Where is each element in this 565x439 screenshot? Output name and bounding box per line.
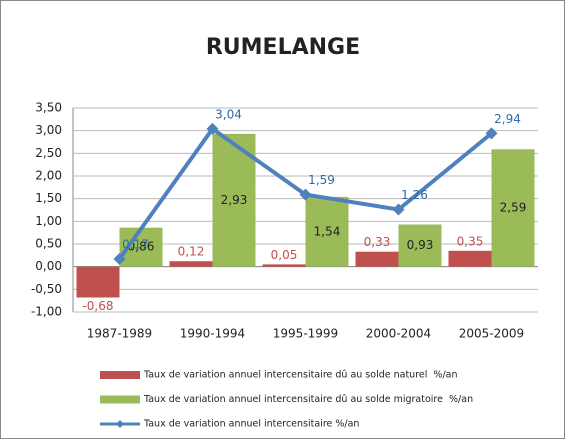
data-label: 2,59 — [500, 200, 527, 214]
bar — [76, 266, 120, 298]
x-tick-label: 1995-1999 — [273, 327, 338, 341]
data-label: 2,93 — [221, 193, 248, 207]
data-label: 1,26 — [401, 188, 428, 202]
y-tick-label: -0,50 — [31, 282, 62, 296]
y-tick-label: 3,50 — [35, 101, 62, 115]
line-marker — [485, 127, 498, 140]
data-label: 1,59 — [308, 173, 335, 187]
bar — [398, 224, 442, 267]
y-tick-label: 0,00 — [35, 259, 62, 273]
data-label: 0,12 — [178, 245, 205, 259]
data-label: 2,94 — [494, 112, 521, 126]
y-tick-label: 1,50 — [35, 191, 62, 205]
bar — [169, 261, 213, 267]
line-marker — [206, 122, 219, 135]
x-tick-label: 2005-2009 — [459, 327, 524, 341]
y-tick-label: 2,00 — [35, 169, 62, 183]
bar — [491, 149, 535, 267]
y-tick-label: 0,50 — [35, 237, 62, 251]
data-label: 0,35 — [457, 234, 484, 248]
y-tick-label: -1,00 — [31, 305, 62, 319]
data-label: 0,86 — [128, 240, 155, 254]
legend-swatch — [116, 420, 124, 428]
x-tick-label: 1987-1989 — [87, 327, 152, 341]
legend-swatch — [100, 395, 140, 404]
bar — [262, 264, 306, 267]
data-label: 3,04 — [215, 107, 242, 121]
data-label: 0,05 — [271, 248, 298, 262]
bar — [355, 251, 399, 267]
legend-label: Taux de variation annuel intercensitaire… — [143, 394, 473, 405]
line-marker — [299, 188, 312, 201]
data-label: -0,68 — [82, 299, 113, 313]
bar — [448, 250, 492, 267]
x-tick-label: 2000-2004 — [366, 327, 431, 341]
data-label: 0,17 — [122, 237, 149, 251]
legend-label: Taux de variation annuel intercensitaire… — [143, 419, 359, 430]
chart-title: RUMELANGE — [206, 35, 360, 60]
legend-swatch — [100, 371, 140, 379]
line-marker — [113, 252, 126, 265]
x-tick-label: 1990-1994 — [180, 327, 245, 341]
y-tick-label: 3,00 — [35, 123, 62, 137]
data-label: 1,54 — [314, 224, 341, 238]
bar — [305, 196, 349, 267]
y-tick-label: 2,50 — [35, 146, 62, 160]
y-tick-label: 1,00 — [35, 214, 62, 228]
data-label: 0,33 — [364, 235, 391, 249]
data-label: 0,93 — [407, 238, 434, 252]
legend-label: Taux de variation annuel intercensitaire… — [143, 370, 458, 381]
line-marker — [392, 203, 405, 216]
